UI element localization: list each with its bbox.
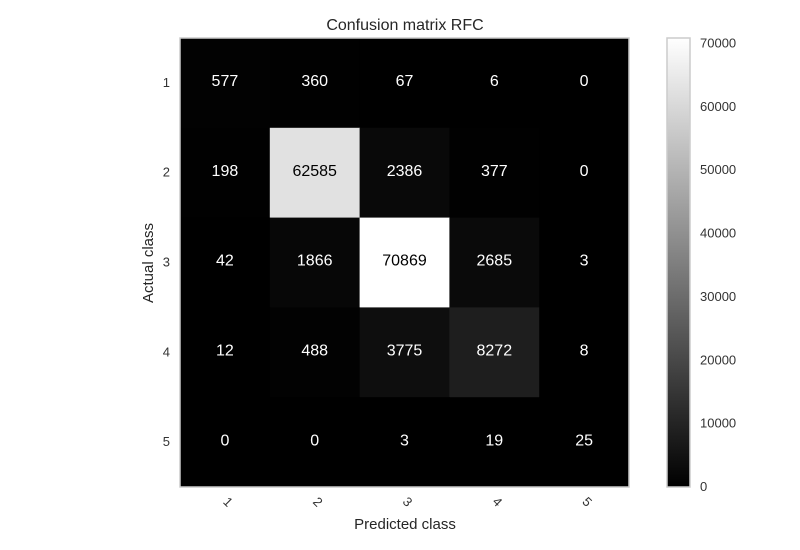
y-tick-label: 4	[163, 344, 170, 359]
heatmap-cell-r5-c5	[539, 397, 630, 488]
colorbar	[666, 37, 691, 488]
plot-frame	[179, 37, 630, 488]
colorbar-tick-label: 0	[700, 479, 707, 494]
cell-value-label: 8272	[477, 343, 513, 360]
y-tick-label: 5	[163, 434, 170, 449]
y-tick-labels: 1 2 3 4 5	[163, 75, 170, 449]
cell-value-label: 360	[301, 73, 328, 90]
cell-value-label: 577	[212, 73, 239, 90]
heatmap-cell-r4-c5	[539, 307, 630, 398]
cell-value-label: 42	[216, 253, 234, 270]
cell-value-label: 3	[400, 432, 409, 449]
x-tick-label: 5	[579, 494, 595, 510]
cell-value-label: 25	[575, 432, 593, 449]
heatmap-cell-r3-c3	[359, 217, 450, 308]
heatmap-cell-r1-c1	[180, 38, 271, 129]
heatmap-cell-r1-c4	[449, 38, 540, 129]
colorbar-tick-label: 20000	[700, 352, 736, 367]
cell-value-label: 3	[580, 253, 589, 270]
cell-value-label: 377	[481, 163, 508, 180]
heatmap-cell-r1-c2	[269, 38, 361, 129]
y-axis-label: Actual class	[140, 223, 157, 303]
colorbar-tick-label: 70000	[700, 36, 736, 51]
cell-value-label: 67	[396, 73, 414, 90]
chart-title: Confusion matrix RFC	[326, 17, 483, 34]
cell-value-label: 1866	[297, 253, 333, 270]
cell-value-label: 0	[580, 73, 589, 90]
cell-value-label: 2386	[387, 163, 423, 180]
x-axis-label: Predicted class	[354, 516, 456, 533]
x-tick-label: 3	[400, 494, 416, 510]
heatmap-cell-r2-c1	[180, 127, 271, 219]
cell-value-label: 19	[485, 432, 503, 449]
heatmap-cell-r4-c3	[359, 307, 450, 398]
colorbar-tick-label: 60000	[700, 99, 736, 114]
x-tick-label: 2	[310, 494, 326, 510]
colorbar-tick-label: 50000	[700, 162, 736, 177]
heatmap-cell-r3-c1	[180, 217, 271, 308]
colorbar-tick-label: 30000	[700, 289, 736, 304]
x-tick-label: 4	[490, 494, 506, 510]
cell-value-label: 0	[220, 432, 229, 449]
cell-value-label: 6	[490, 73, 499, 90]
cell-value-label: 8	[580, 343, 589, 360]
heatmap-cell-r3-c2	[269, 217, 361, 308]
heatmap-cell-r2-c3	[359, 127, 450, 219]
heatmap-cell-r5-c1	[180, 397, 271, 488]
heatmap-cell-r5-c2	[269, 397, 361, 488]
heatmap-cell-r3-c5	[539, 217, 630, 308]
cell-value-label: 12	[216, 343, 234, 360]
heatmap-cell-r5-c4	[449, 397, 540, 488]
y-tick-label: 2	[163, 165, 170, 180]
heatmap-cells	[180, 38, 630, 488]
heatmap-cell-r4-c2	[269, 307, 361, 398]
cell-value-label: 62585	[292, 163, 337, 180]
colorbar-tick-labels: 0 10000 20000 30000 40000 50000 60000 70000	[700, 36, 736, 494]
cell-value-label: 70869	[382, 253, 427, 270]
x-tick-label: 1	[220, 494, 236, 510]
colorbar-tick-label: 10000	[700, 416, 736, 431]
cell-value-label: 198	[212, 163, 239, 180]
heatmap-cell-r2-c5	[539, 127, 630, 219]
y-tick-label: 1	[163, 75, 170, 90]
colorbar-tick-label: 40000	[700, 226, 736, 241]
heatmap-cell-r4-c4	[449, 307, 540, 398]
cell-value-label: 3775	[387, 343, 423, 360]
cell-value-label: 0	[580, 163, 589, 180]
x-tick-labels: 1 2 3 4 5	[220, 494, 595, 510]
heatmap-cell-r2-c2	[269, 127, 361, 219]
heatmap-cell-r4-c1	[180, 307, 271, 398]
cell-value-label: 0	[310, 432, 319, 449]
cell-value-label: 2685	[477, 253, 513, 270]
cell-value-label: 488	[301, 343, 328, 360]
heatmap-cell-r2-c4	[449, 127, 540, 219]
heatmap-cell-r1-c3	[359, 38, 450, 129]
heatmap-cell-r3-c4	[449, 217, 540, 308]
heatmap-cell-r5-c3	[359, 397, 450, 488]
y-tick-label: 3	[163, 255, 170, 270]
heatmap-cell-r1-c5	[539, 38, 630, 129]
